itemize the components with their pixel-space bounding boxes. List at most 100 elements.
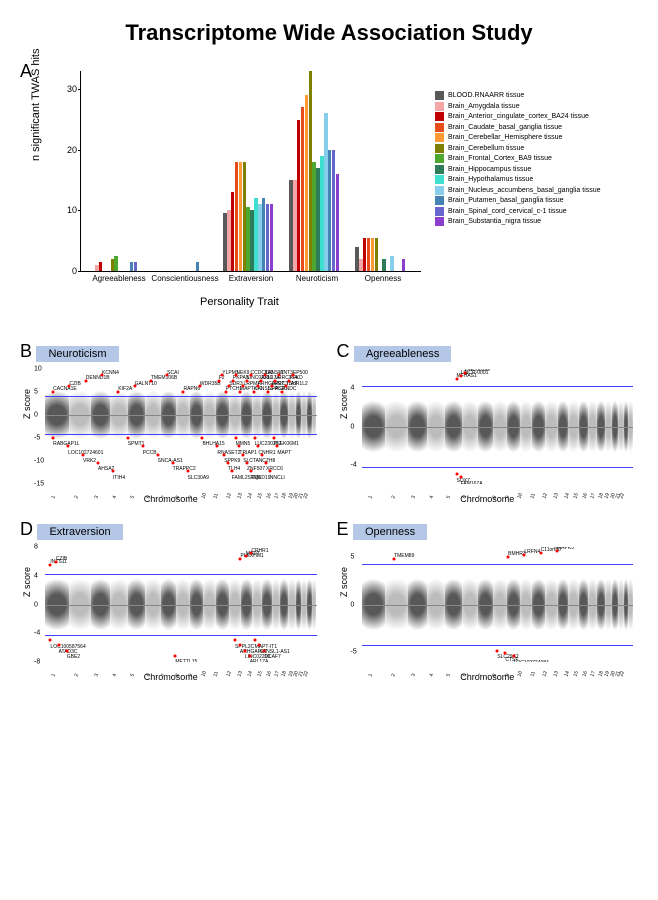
gene-label: LRFN4 [524,549,540,555]
mh-xtick: 11 [529,493,536,500]
mh-xtick: 15 [256,670,264,677]
gene-label: CRHR1 [251,548,268,554]
sig-point [268,470,271,473]
mh-ylabel: Z score [339,389,349,419]
legend-text: Brain_Cerebellum tissue [448,145,524,152]
panel-c-plot: Z scoreChromosomeMFHAS1LINCR-0001LINC005… [337,364,639,504]
trait-group: Openness [355,238,411,271]
legend-swatch [435,217,444,226]
legend-text: Brain_Spinal_cord_cervical_c-1 tissue [448,208,567,215]
trait-label: Agreeableness [92,271,145,283]
mh-xtick: 10 [517,670,525,677]
sig-point [186,470,189,473]
mh-area: TMEM89BMHR3LRFN4C11orf80MAPK3SLC29A2CTSF… [362,547,634,662]
panel-c-container: C Agreeableness Z scoreChromosomeMFHAS1L… [337,341,639,504]
mh-xtick: 16 [582,670,590,677]
mh-xtick: 3 [410,495,417,500]
sig-point [156,453,159,456]
mh-xtick: 16 [265,670,273,677]
legend-swatch [435,133,444,142]
mh-ytick: -5 [34,435,40,442]
sig-point [245,461,248,464]
gene-label: PCCB [143,450,157,456]
mh-ytick: 10 [34,366,42,373]
mh-ytick: 4 [34,572,38,579]
mh-xtick: 1 [367,495,374,500]
sig-line [362,645,634,646]
legend-item: Brain_Spinal_cord_cervical_c-1 tissue [435,207,601,216]
legend-item: Brain_Substantia_nigra tissue [435,217,601,226]
mh-ytick: 0 [34,601,38,608]
bar [270,204,274,271]
legend-swatch [435,207,444,216]
mh-xtick: 14 [247,492,255,499]
mh-ytick: 0 [351,601,355,608]
gene-label: GALNT10 [135,381,157,387]
mh-xtick: 14 [563,492,571,499]
mh-xtick: 11 [213,671,220,678]
sig-point [248,654,251,657]
legend-swatch [435,144,444,153]
tissue-legend: BLOOD.RNAARR tissueBrain_Amygdala tissue… [435,91,601,228]
sig-point [126,437,129,440]
legend-text: Brain_Nucleus_accumbens_basal_ganglia ti… [448,187,601,194]
zero-line [362,427,634,428]
sig-point [234,437,237,440]
panel-a-container: A n significant TWAS hits 0102030Agreeab… [20,61,638,321]
legend-text: BLOOD.RNAARR tissue [448,92,524,99]
legend-item: Brain_Hypothalamus tissue [435,175,601,184]
panel-a-ylabel: n significant TWAS hits [30,49,42,162]
trait-label: Extraversion [229,271,273,283]
mh-xtick: 4 [428,495,435,500]
legend-text: Brain_Substantia_nigra tissue [448,218,541,225]
gene-label: GBE2 [67,654,80,660]
mh-xtick: 22 [302,492,310,499]
mh-ytick: -5 [351,649,357,656]
gene-label: EP500 [293,370,308,376]
sig-line [45,635,317,636]
sig-point [238,644,241,647]
mh-xtick: 13 [553,492,561,499]
sig-point [141,445,144,448]
sig-point [242,453,245,456]
legend-swatch [435,102,444,111]
legend-item: Brain_Putamen_basal_ganglia tissue [435,196,601,205]
mh-xtick: 11 [529,671,536,678]
panel-b-label: B [20,341,32,361]
gene-label: SLC30A9 [188,475,209,481]
panel-b-plot: Z scoreChromosomeCACNA1ECZIBDENND1BKCNN4… [20,364,322,504]
legend-item: BLOOD.RNAARR tissue [435,91,601,100]
chrom-block [312,369,317,484]
panel-e-plot: Z scoreChromosomeTMEM89BMHR3LRFN4C11orf8… [337,542,639,682]
sig-line [362,386,634,387]
gene-label: KIF2A [118,386,132,392]
gene-label: DENND1B [86,375,110,381]
mh-xtick: 10 [200,670,208,677]
mh-xtick: 10 [200,492,208,499]
legend-swatch [435,196,444,205]
mh-ytick: -8 [34,659,40,666]
legend-item: Brain_Hippocampus tissue [435,165,601,174]
legend-item: Brain_Nucleus_accumbens_basal_ganglia ti… [435,186,601,195]
sig-point [257,445,260,448]
gene-label: DCAF7 [264,654,280,660]
legend-text: Brain_Cerebellar_Hemisphere tissue [448,134,562,141]
mh-xtick: 11 [213,493,220,500]
gene-label: VRK2 [83,458,96,464]
panel-b-header: Neuroticism [36,346,118,362]
legend-text: Brain_Hypothalamus tissue [448,176,533,183]
gene-label: SCAI [167,370,179,376]
bar [114,256,118,271]
mh-xtick: 3 [94,495,101,500]
mh-xtick: 5 [446,673,453,678]
gene-label: TRAPPC2 [173,466,196,472]
sig-point [52,437,55,440]
mh-xtick: 2 [74,673,81,678]
sig-point [174,654,177,657]
mh-xtick: 13 [236,670,244,677]
legend-swatch [435,112,444,121]
mh-xtick: 13 [553,670,561,677]
mh-xtick: 12 [225,492,233,499]
bar [134,262,138,271]
mh-xtick: 10 [517,492,525,499]
